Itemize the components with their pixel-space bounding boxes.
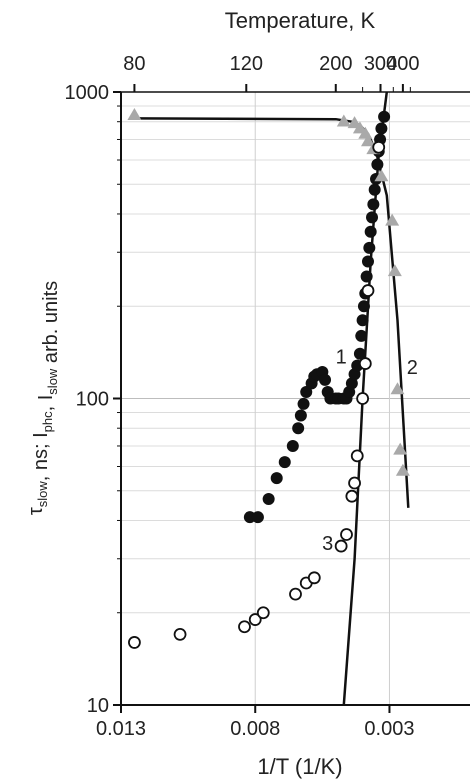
point-series-1 xyxy=(270,472,283,485)
point-series-3 xyxy=(248,613,262,626)
point-series-1 xyxy=(375,122,388,135)
point-series-1 xyxy=(368,183,381,196)
point-series-3 xyxy=(350,449,364,463)
y-axis-label: τslow, ns; Iphc, Islow arb. units xyxy=(25,281,62,515)
point-series-3 xyxy=(345,489,359,503)
point-series-3 xyxy=(348,476,361,490)
y-tick-label: 100 xyxy=(76,389,109,411)
point-series-1 xyxy=(294,409,307,422)
x-tick-label: 0.008 xyxy=(230,718,280,740)
point-series-1 xyxy=(353,347,366,360)
point-series-3 xyxy=(238,620,251,634)
x-tick-label: 0.013 xyxy=(96,718,146,740)
point-series-1 xyxy=(292,422,305,435)
y-tick-label: 1000 xyxy=(65,82,110,104)
top-tick-label: 80 xyxy=(123,53,145,75)
point-series-2 xyxy=(127,108,142,121)
point-series-1 xyxy=(356,314,369,327)
point-series-1 xyxy=(300,386,313,399)
point-series-1 xyxy=(286,439,299,452)
point-series-2 xyxy=(393,442,408,455)
point-series-1 xyxy=(251,511,264,524)
grid xyxy=(120,92,470,706)
point-series-2 xyxy=(360,134,375,147)
point-series-2 xyxy=(374,169,389,182)
top-axis-label: Temperature, K xyxy=(225,8,376,33)
point-series-2 xyxy=(385,213,400,226)
point-series-1 xyxy=(355,329,368,342)
point-series-1 xyxy=(363,241,376,254)
point-series-1 xyxy=(262,493,275,506)
point-series-3 xyxy=(361,284,375,297)
top-tick-label: 300 xyxy=(364,53,397,75)
point-series-2 xyxy=(336,114,351,127)
point-series-2 xyxy=(387,264,402,277)
series-label-1: 1 xyxy=(336,347,347,369)
data-points xyxy=(127,108,410,649)
point-series-1 xyxy=(378,110,391,123)
point-series-1 xyxy=(371,158,384,171)
point-series-3 xyxy=(256,606,270,620)
point-series-3 xyxy=(128,636,141,649)
x-tick-label: 0.003 xyxy=(364,718,414,740)
x-axis-label: 1/T (1/K) xyxy=(257,754,342,779)
labels: 1/T (1/K) Temperature, K τslow, ns; Iphc… xyxy=(25,8,418,779)
top-tick-label: 400 xyxy=(386,53,419,75)
point-series-3 xyxy=(289,587,302,601)
point-series-3 xyxy=(307,571,321,585)
point-series-1 xyxy=(360,270,373,283)
point-series-3 xyxy=(356,392,370,405)
top-tick-label: 200 xyxy=(319,53,352,75)
point-series-1 xyxy=(297,397,310,410)
point-series-1 xyxy=(319,373,332,386)
point-series-3 xyxy=(358,357,372,370)
point-series-1 xyxy=(345,377,358,390)
series-label-3: 3 xyxy=(322,533,333,555)
y-tick-label: 10 xyxy=(87,695,109,717)
point-series-3 xyxy=(372,140,386,154)
point-series-3 xyxy=(334,539,348,553)
point-series-1 xyxy=(357,300,370,313)
point-series-1 xyxy=(366,211,379,224)
point-series-3 xyxy=(340,528,353,541)
point-series-1 xyxy=(361,255,374,268)
top-tick-label: 120 xyxy=(230,53,263,75)
point-series-1 xyxy=(278,456,291,469)
point-series-1 xyxy=(364,225,377,238)
point-series-1 xyxy=(367,198,380,211)
point-series-2 xyxy=(395,463,410,476)
series-label-2: 2 xyxy=(407,357,418,379)
point-series-2 xyxy=(390,382,405,395)
point-series-3 xyxy=(173,627,187,641)
